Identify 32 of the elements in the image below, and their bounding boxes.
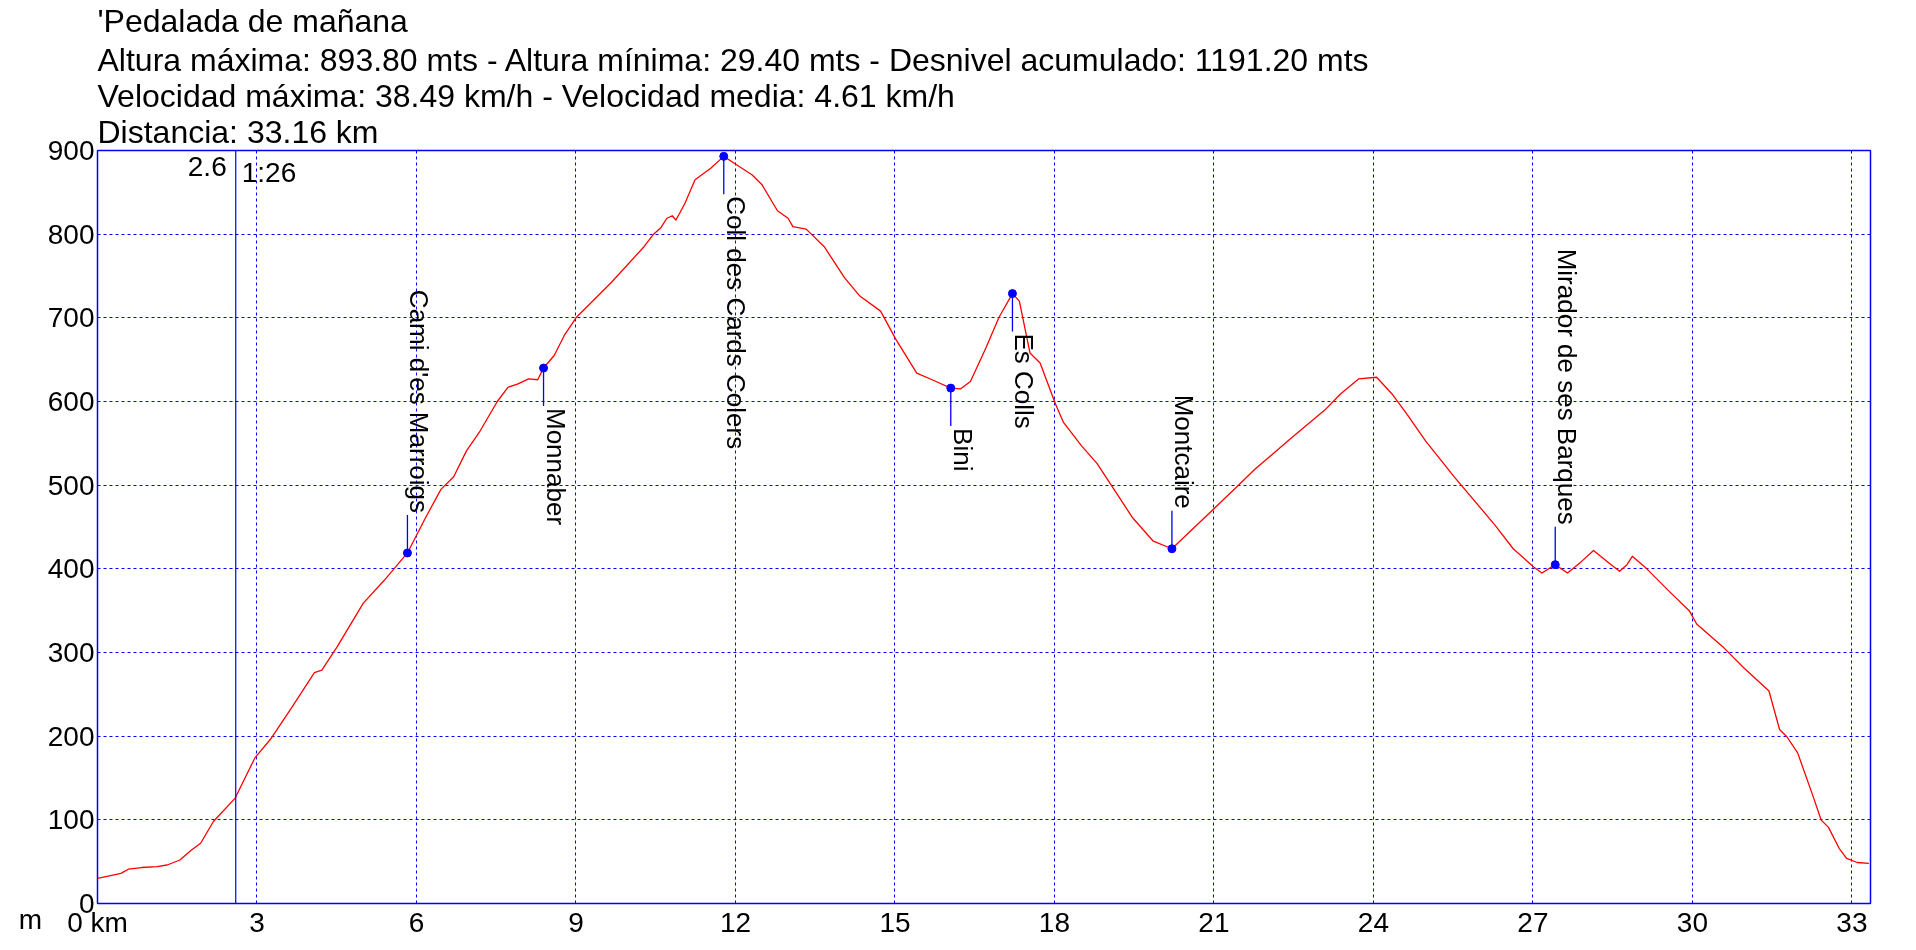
annotation: Cami d'es Marroigs [404,289,435,513]
x-tick-label: 12 [719,906,752,938]
chart-subtitle: Altura máxima: 893.80 mts - Altura mínima: 29.40 mts - Desnivel acumulado: 1191.20 mts Velocidad máxima: 38.49 km/h - Velocidad media: 4.61 km/h Distancia: 33.16 km [97,41,1369,150]
x-tick-label: 3 [249,906,265,938]
annotation: Bini [947,428,978,472]
x-tick-label: 21 [1198,906,1230,938]
x-tick-label: 27 [1517,906,1549,938]
annotation: Montcaire [1168,394,1199,509]
x-tick-label: 24 [1357,906,1390,938]
ref-line-label: 2.6 [187,150,227,182]
y-tick-label: 800 [47,218,95,250]
y-tick-label: 300 [47,637,95,668]
annotation: Monnaber [540,407,571,526]
y-axis-title: m [18,904,42,935]
y-tick-label: 700 [47,302,95,334]
x-tick-label: 33 [1836,906,1868,938]
x-tick-label: 6 [408,906,425,938]
x-tick-label: 30 [1676,906,1708,938]
chart-title: 'Pedalada de mañana [97,2,409,39]
x-tick-label: 18 [1038,906,1071,938]
x-tick-label: 15 [879,906,911,938]
y-tick-label: 600 [47,386,95,417]
y-tick-label: 100 [47,804,95,836]
y-tick-label: 900 [47,135,95,166]
annotation: 1:26 [241,156,297,188]
x-tick-label: 9 [568,906,584,938]
y-tick-label: 400 [47,553,95,585]
annotation: Es Colls [1009,333,1040,429]
annotation: Mirador de ses Barques [1552,248,1583,525]
y-tick-label: 200 [47,720,95,752]
annotation: Coll des Cards Colers [720,196,751,450]
y-tick-label: 500 [47,469,95,501]
